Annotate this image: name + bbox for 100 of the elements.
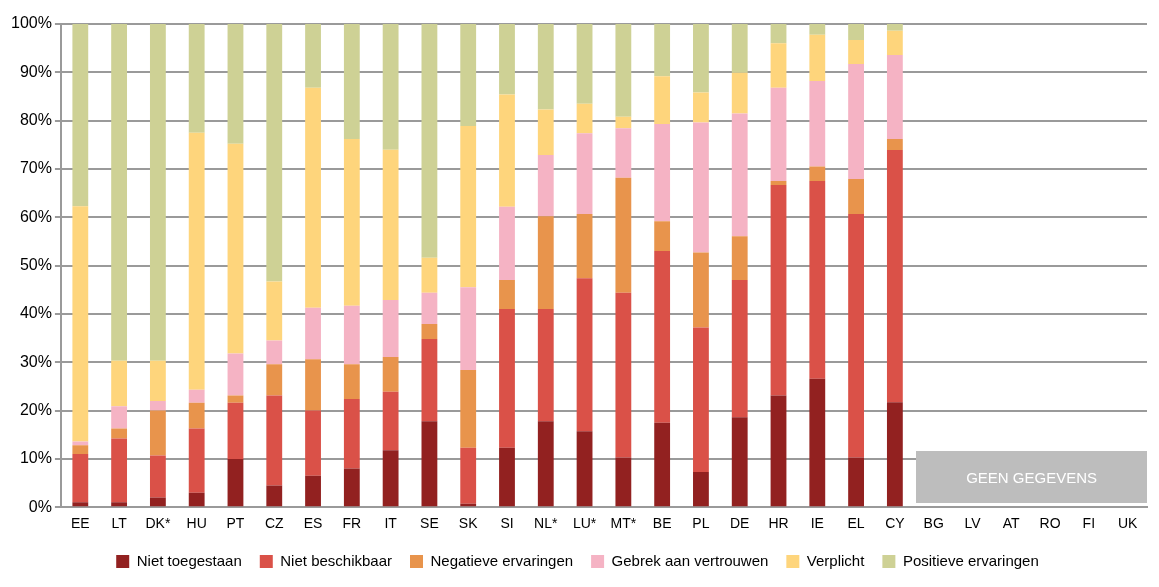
bar (305, 359, 321, 411)
bar (111, 502, 128, 507)
bar (460, 24, 477, 126)
bar (499, 309, 515, 448)
bar (693, 122, 709, 253)
bar (615, 177, 632, 293)
x-tick-label: EE (70, 515, 90, 532)
bar (188, 492, 205, 507)
bar (227, 402, 244, 459)
bar (770, 87, 787, 182)
bar (654, 124, 671, 222)
x-tick-label: BE (652, 515, 672, 532)
bar (654, 221, 671, 252)
y-tick-label: 80% (19, 111, 52, 129)
x-tick-label: SE (420, 515, 439, 532)
x-tick-label: SI (500, 515, 514, 532)
bar (421, 339, 438, 422)
bar (576, 431, 593, 507)
x-tick-label: HU (186, 515, 207, 532)
y-tick-label: 50% (19, 256, 52, 274)
bar (149, 360, 166, 401)
bar (382, 149, 399, 300)
x-tick-label: MT* (610, 515, 637, 532)
bar (770, 181, 787, 185)
bar (731, 72, 748, 114)
bar (149, 497, 166, 507)
x-tick-label: HR (768, 515, 789, 532)
bar (266, 24, 283, 282)
bar (305, 410, 321, 476)
bar (149, 410, 166, 456)
bar (460, 447, 477, 504)
bar (615, 24, 632, 117)
x-tick-label: NL* (534, 515, 558, 532)
bar (809, 34, 826, 82)
y-tick-label: 40% (19, 304, 52, 322)
bar (266, 395, 283, 486)
bar (72, 502, 89, 507)
legend-label: Gebrek aan vertrouwen (611, 551, 769, 569)
bar (693, 24, 709, 93)
bar (305, 24, 321, 88)
bar (576, 213, 593, 279)
bar (770, 184, 787, 396)
bar (227, 395, 244, 403)
x-tick-label: IT (384, 515, 398, 532)
x-tick-label: BG (923, 515, 944, 532)
bar (111, 406, 128, 429)
bar (227, 143, 244, 354)
bar (343, 24, 360, 139)
x-tick-label: RO (1039, 515, 1061, 532)
x-tick-label: LU* (572, 515, 597, 532)
bar (460, 287, 477, 370)
bar (111, 24, 128, 361)
bar (731, 236, 748, 281)
x-tick-label: CY (885, 515, 906, 532)
bar (343, 398, 360, 469)
bar (382, 299, 399, 357)
bar (886, 30, 903, 55)
bar (188, 132, 205, 390)
bar (537, 24, 554, 110)
y-tick-label: 20% (19, 400, 52, 418)
bar (111, 438, 128, 503)
bar (343, 305, 360, 365)
bar (188, 389, 205, 403)
bar (499, 24, 515, 95)
y-tick-label: 10% (19, 449, 52, 467)
bar (615, 292, 632, 458)
bar (886, 139, 903, 151)
bar (848, 179, 864, 214)
bar (770, 24, 787, 44)
bar (72, 206, 89, 442)
bar (188, 428, 205, 493)
bar (305, 475, 321, 507)
x-tick-label: FR (342, 515, 362, 532)
bar (654, 24, 671, 77)
y-tick-label: 100% (11, 14, 52, 32)
legend-label: Niet beschikbaar (280, 551, 393, 569)
bar (809, 378, 826, 507)
bar (72, 24, 89, 207)
bar (537, 109, 554, 155)
y-tick-label: 90% (19, 62, 52, 80)
bar (111, 360, 128, 407)
bar (848, 64, 864, 180)
bar (693, 92, 709, 123)
bar (731, 113, 748, 237)
bar (266, 485, 283, 507)
bar (770, 395, 787, 507)
bar (731, 24, 748, 73)
y-tick-label: 0% (28, 497, 52, 515)
bar (770, 43, 787, 88)
bar (421, 324, 438, 340)
bar (382, 391, 399, 451)
bar (693, 327, 709, 472)
x-tick-label: ES (303, 515, 323, 532)
x-tick-label: LV (964, 515, 982, 532)
bar (886, 150, 903, 403)
bar (266, 364, 283, 396)
bar (615, 116, 632, 129)
bar (615, 457, 632, 507)
bar (382, 356, 399, 392)
bar (305, 87, 321, 308)
